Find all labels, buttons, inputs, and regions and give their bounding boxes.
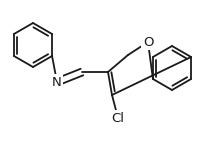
Text: N: N — [52, 75, 62, 89]
Text: O: O — [143, 36, 153, 49]
Text: Cl: Cl — [112, 112, 124, 125]
